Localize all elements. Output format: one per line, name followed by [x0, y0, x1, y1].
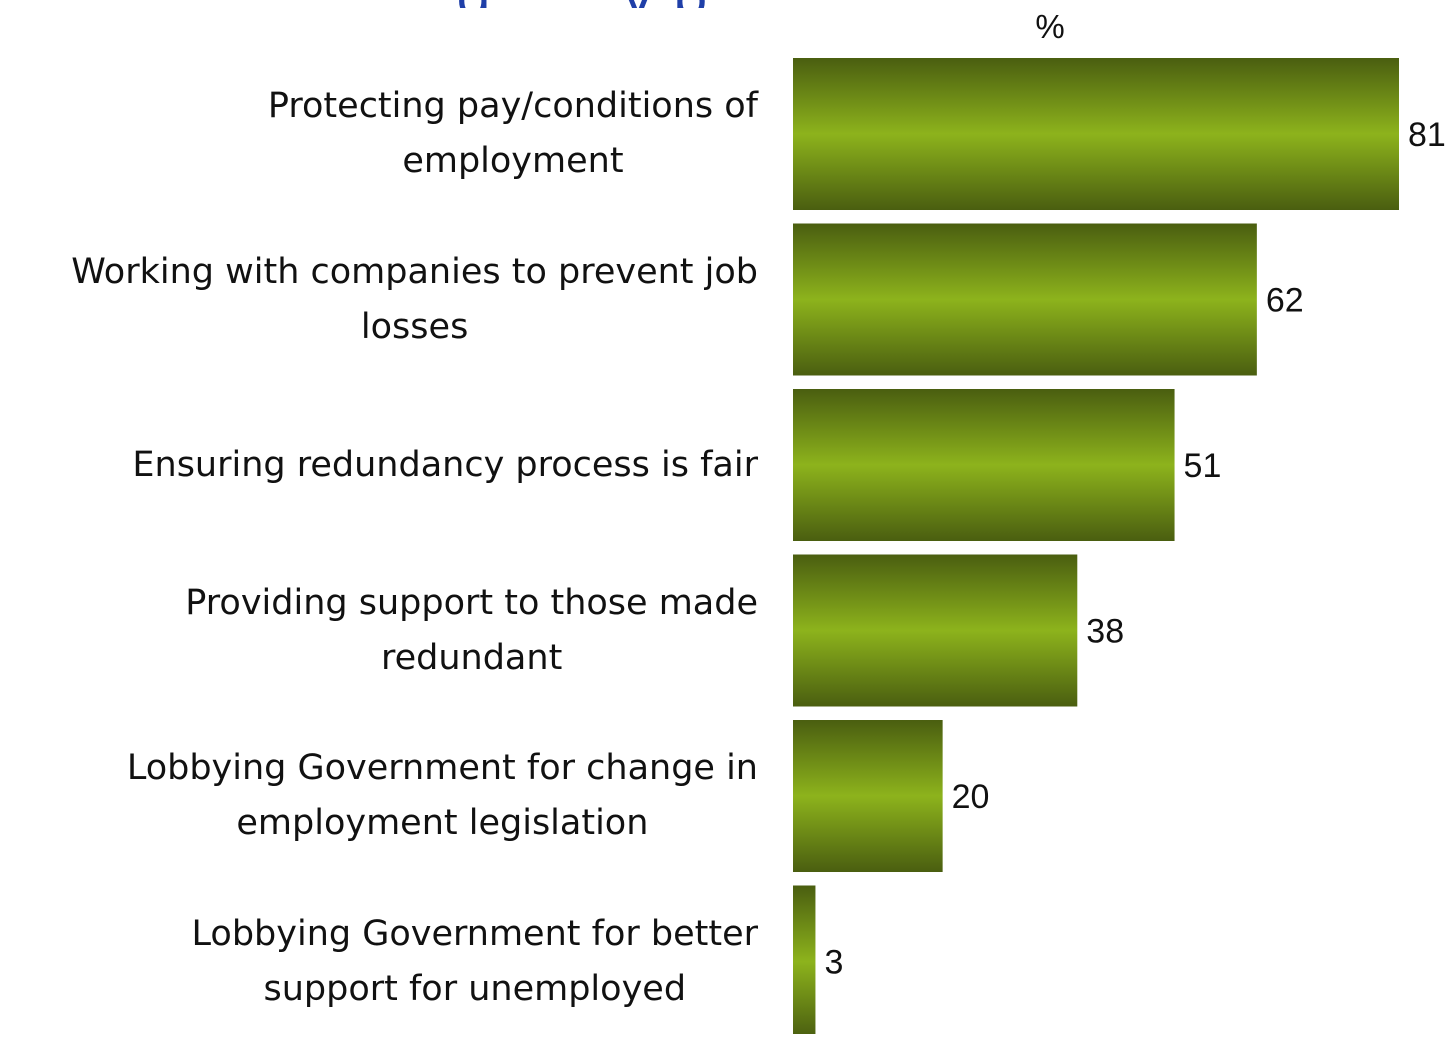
category-label-line: Ensuring redundancy process is fair: [132, 444, 758, 485]
category-label-2: Ensuring redundancy process is fair: [0, 389, 758, 541]
value-label-2: 51: [1184, 447, 1222, 485]
bar-0: [793, 58, 1399, 210]
category-label-0: Protecting pay/conditions of employment: [0, 58, 758, 210]
bar-4: [793, 720, 943, 872]
bar-3: [793, 554, 1078, 707]
category-label-line: Lobbying Government for change in: [126, 748, 758, 788]
category-label-3: Providing support to those made redundant: [0, 555, 758, 707]
category-label-4: Lobbying Government for change in employm…: [0, 720, 758, 872]
category-label-1: Working with companies to prevent job los…: [0, 224, 758, 376]
category-label-line: employment: [402, 141, 624, 181]
category-label-line: redundant: [380, 637, 563, 678]
category-label-line: Protecting pay/conditions of: [267, 86, 758, 126]
category-label-line: Lobbying Government for better: [191, 913, 758, 954]
bar-1: [793, 223, 1257, 376]
value-label-1: 62: [1266, 282, 1304, 320]
unit-label: %: [1035, 8, 1065, 45]
value-label-4: 20: [952, 778, 990, 816]
value-label-0: 81: [1408, 116, 1446, 154]
category-label-line: losses: [360, 306, 469, 347]
bar-2: [793, 389, 1175, 541]
value-label-5: 3: [824, 944, 843, 982]
category-label-line: support for unemployed: [263, 968, 687, 1009]
chart-title: …g… …y p…: [400, 0, 900, 8]
category-label-line: employment legislation: [236, 803, 649, 843]
value-label-3: 38: [1086, 613, 1124, 651]
bars-group: 81 62 51 38 20 3: [793, 58, 1446, 1034]
category-label-line: Providing support to those made: [185, 582, 758, 623]
category-label-line: Working with companies to prevent job: [71, 251, 758, 292]
bar-5: [793, 885, 816, 1034]
category-label-5: Lobbying Government for better support fo…: [0, 886, 758, 1038]
